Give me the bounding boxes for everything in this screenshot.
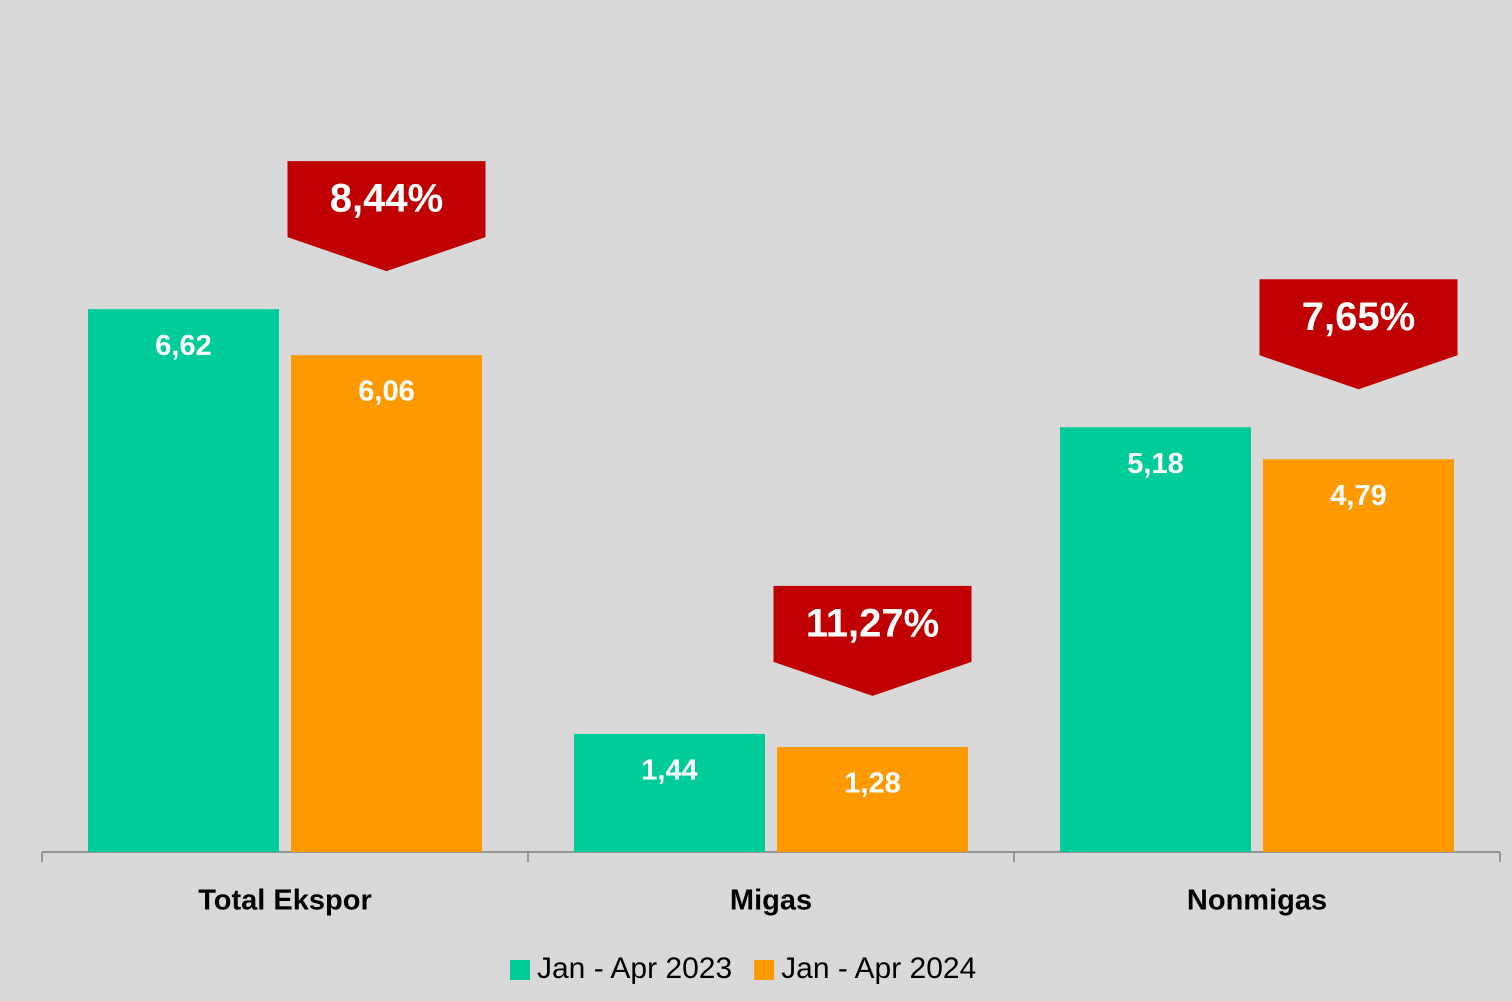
change-label: 8,44%	[330, 177, 443, 221]
bar	[291, 355, 482, 852]
value-label: 1,28	[844, 768, 900, 800]
legend-swatch	[754, 960, 775, 980]
x-tick-label: Total Ekspor	[198, 885, 372, 917]
change-callout	[1259, 279, 1458, 390]
legend-label: Jan - Apr 2024	[781, 952, 976, 985]
change-callout	[287, 161, 486, 272]
change-label: 11,27%	[806, 601, 939, 645]
x-tick-label: Migas	[730, 885, 812, 917]
change-label: 7,65%	[1302, 295, 1415, 339]
bar	[777, 747, 968, 852]
bar	[1263, 459, 1454, 852]
value-label: 5,18	[1127, 448, 1183, 480]
value-label: 4,79	[1330, 480, 1386, 512]
change-callout	[773, 585, 972, 696]
value-label: 6,06	[358, 376, 414, 408]
bar	[574, 733, 765, 852]
value-label: 1,44	[641, 755, 697, 787]
legend-label: Jan - Apr 2023	[537, 952, 732, 985]
x-tick-label: Nonmigas	[1187, 885, 1327, 917]
value-label: 6,62	[155, 330, 211, 362]
bar	[1060, 427, 1251, 852]
legend-swatch	[510, 960, 530, 980]
bar	[88, 309, 279, 852]
